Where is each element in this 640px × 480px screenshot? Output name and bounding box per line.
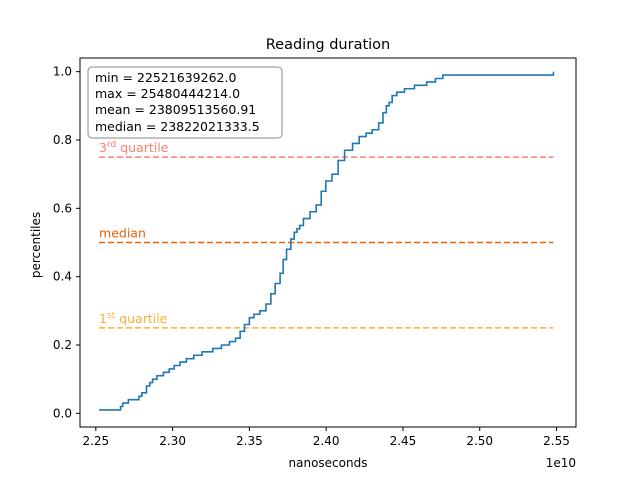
y-tick-label: 0.8 (53, 133, 72, 147)
stats-box-frame (87, 66, 283, 139)
x-tick-label: 2.55 (543, 434, 570, 448)
y-tick-label: 0.6 (53, 201, 72, 215)
x-tick-label: 2.25 (82, 434, 109, 448)
reference-label-1: median (99, 226, 146, 241)
x-tick-label: 2.40 (313, 434, 340, 448)
stats-median: median = 23822021333.5 (95, 119, 260, 134)
x-tick-label: 2.35 (236, 434, 263, 448)
reference-lines: 3rd quartile median 1st quartile (99, 140, 554, 329)
x-axis-scale-label: 1e10 (546, 456, 576, 470)
chart-title: Reading duration (266, 37, 390, 53)
y-tick-label: 1.0 (53, 65, 72, 79)
y-tick-label: 0.4 (53, 270, 72, 284)
series-layer (99, 71, 555, 411)
reference-label-2: 1st quartile (99, 311, 168, 326)
stats-mean: mean = 23809513560.91 (95, 102, 256, 117)
y-tick-label: 0.0 (53, 406, 72, 420)
stats-max: max = 25480444214.0 (95, 86, 240, 101)
reference-label-0: 3rd quartile (99, 140, 169, 155)
stats-min: min = 22521639262.0 (95, 70, 236, 85)
stats-box: min = 22521639262.0 max = 25480444214.0 … (87, 66, 283, 139)
y-tick-label: 0.2 (53, 338, 72, 352)
x-tick-label: 2.50 (466, 434, 493, 448)
x-axis-label: nanoseconds (289, 456, 368, 470)
y-axis-label: percentiles (29, 212, 43, 278)
cdf-step-line-0 (99, 71, 555, 411)
x-tick-label: 2.45 (390, 434, 417, 448)
axes: 2.25 2.30 2.35 2.40 2.45 2.50 2.55 0.0 0.2 0.4 0.6… (53, 57, 577, 448)
x-tick-label: 2.30 (159, 434, 186, 448)
plot-frame (79, 57, 577, 428)
